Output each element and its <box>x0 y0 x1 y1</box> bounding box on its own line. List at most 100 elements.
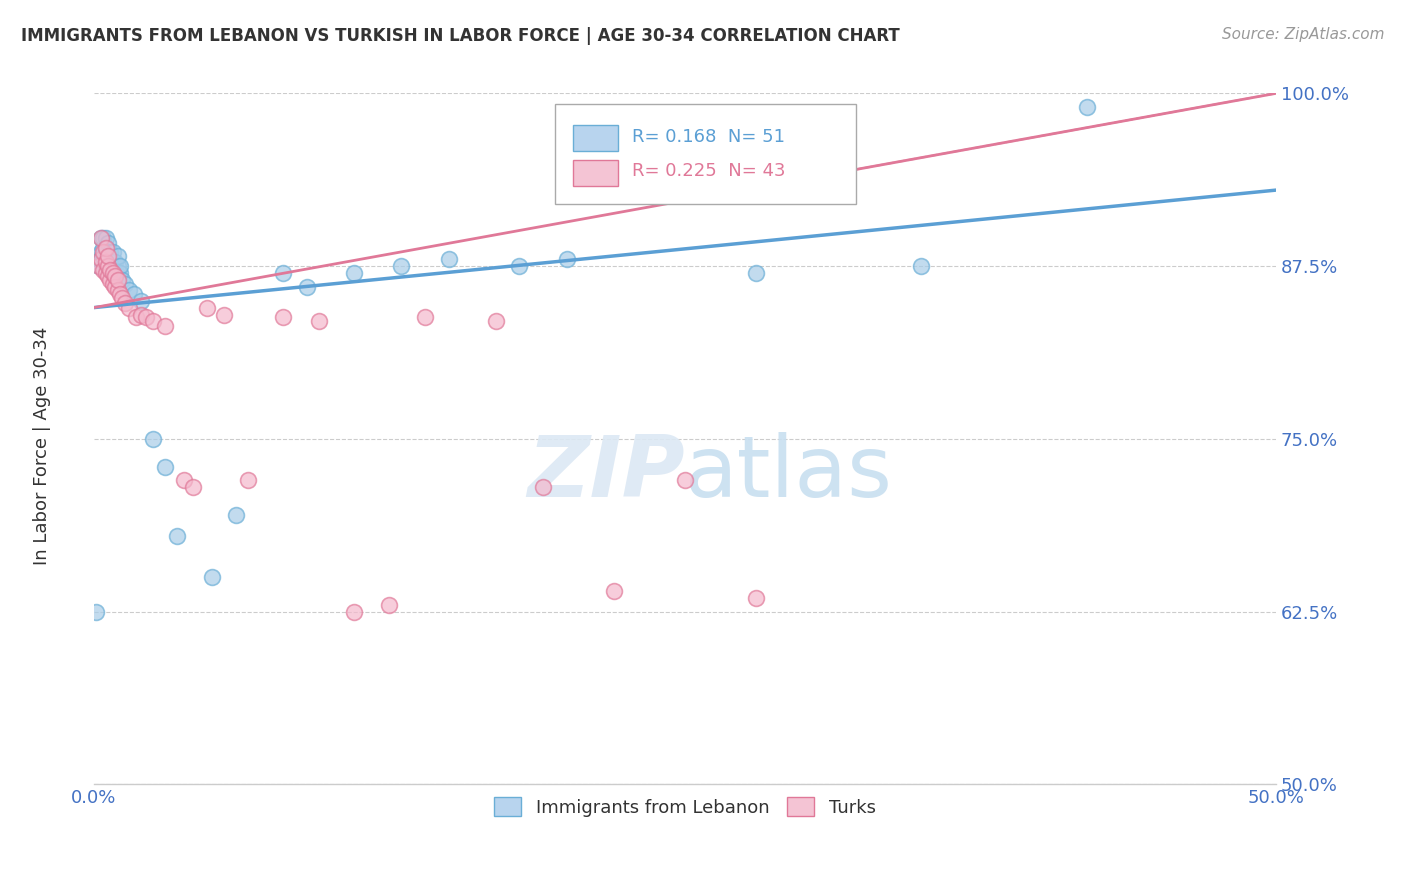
Point <box>1076 100 1098 114</box>
Point <box>87 259 110 273</box>
Point <box>485 314 508 328</box>
FancyBboxPatch shape <box>555 103 856 204</box>
Point <box>94 231 117 245</box>
Point <box>93 255 115 269</box>
Point <box>107 283 129 297</box>
Point <box>129 308 152 322</box>
Point <box>118 301 141 315</box>
Text: atlas: atlas <box>685 432 893 515</box>
Point <box>108 259 131 273</box>
Point <box>555 252 578 267</box>
Point <box>343 266 366 280</box>
Point <box>97 250 120 264</box>
FancyBboxPatch shape <box>572 160 617 186</box>
Point <box>100 263 122 277</box>
Point <box>129 293 152 308</box>
Point <box>90 252 112 267</box>
Text: R= 0.168  N= 51: R= 0.168 N= 51 <box>631 128 785 146</box>
Point <box>107 250 129 264</box>
FancyBboxPatch shape <box>572 125 617 152</box>
Point <box>90 245 112 260</box>
Point <box>97 268 120 283</box>
Point <box>93 231 115 245</box>
Point <box>236 474 259 488</box>
Point <box>173 474 195 488</box>
Point <box>84 605 107 619</box>
Point <box>673 474 696 488</box>
Point <box>90 231 112 245</box>
Point <box>197 301 219 315</box>
Point <box>114 277 136 291</box>
Point <box>531 480 554 494</box>
Point <box>100 263 122 277</box>
Point <box>97 235 120 250</box>
Point <box>101 266 124 280</box>
Text: R= 0.225  N= 43: R= 0.225 N= 43 <box>631 162 786 180</box>
Point <box>271 310 294 325</box>
Point <box>90 252 112 267</box>
Point <box>135 310 157 325</box>
Point <box>100 273 122 287</box>
Point <box>271 266 294 280</box>
Point <box>104 280 127 294</box>
Point <box>295 280 318 294</box>
Point <box>93 250 115 264</box>
Point <box>97 259 120 273</box>
Point <box>111 291 134 305</box>
Point <box>94 250 117 264</box>
Point <box>111 273 134 287</box>
Point <box>225 508 247 522</box>
Point <box>745 266 768 280</box>
Point <box>101 277 124 291</box>
Point <box>101 266 124 280</box>
Point <box>125 310 148 325</box>
Point <box>94 266 117 280</box>
Point <box>153 459 176 474</box>
Point <box>97 255 120 269</box>
Point <box>389 259 412 273</box>
Point <box>413 310 436 325</box>
Point <box>101 255 124 269</box>
Point <box>910 259 932 273</box>
Point <box>97 259 120 273</box>
Point <box>108 286 131 301</box>
Point <box>104 263 127 277</box>
Point <box>142 314 165 328</box>
Legend: Immigrants from Lebanon, Turks: Immigrants from Lebanon, Turks <box>486 790 883 824</box>
Text: Source: ZipAtlas.com: Source: ZipAtlas.com <box>1222 27 1385 42</box>
Point <box>378 598 401 612</box>
Point <box>94 259 117 273</box>
Point <box>114 296 136 310</box>
Text: ZIP: ZIP <box>527 432 685 515</box>
Point <box>201 570 224 584</box>
Point <box>104 268 127 283</box>
Point <box>87 259 110 273</box>
Point <box>166 528 188 542</box>
Point <box>87 252 110 267</box>
Point <box>107 273 129 287</box>
Point <box>93 245 115 260</box>
Point <box>745 591 768 605</box>
Point <box>107 268 129 283</box>
Point <box>107 259 129 273</box>
Point <box>93 241 115 255</box>
Point <box>108 266 131 280</box>
Point <box>212 308 235 322</box>
Point <box>508 259 530 273</box>
Point <box>343 605 366 619</box>
Point <box>118 283 141 297</box>
Point <box>142 432 165 446</box>
Text: In Labor Force | Age 30-34: In Labor Force | Age 30-34 <box>34 326 51 566</box>
Point <box>181 480 204 494</box>
Point <box>100 255 122 269</box>
Point <box>100 245 122 260</box>
Point <box>94 255 117 269</box>
Point <box>90 231 112 245</box>
Point <box>437 252 460 267</box>
Point <box>97 250 120 264</box>
Point <box>104 255 127 269</box>
Point <box>101 245 124 260</box>
Point <box>94 241 117 255</box>
Point <box>153 318 176 333</box>
Text: IMMIGRANTS FROM LEBANON VS TURKISH IN LABOR FORCE | AGE 30-34 CORRELATION CHART: IMMIGRANTS FROM LEBANON VS TURKISH IN LA… <box>21 27 900 45</box>
